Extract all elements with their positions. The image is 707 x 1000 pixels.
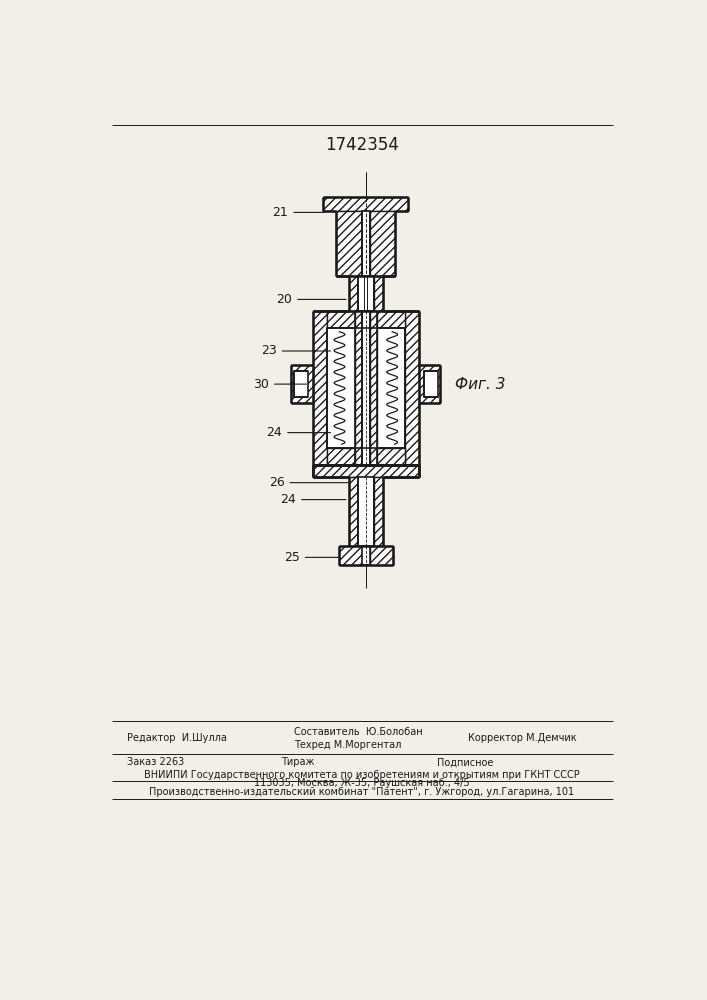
- Text: 23: 23: [261, 344, 330, 358]
- Text: Тираж: Тираж: [281, 757, 314, 767]
- Bar: [349, 276, 358, 311]
- Text: Техред М.Моргентал: Техред М.Моргентал: [293, 740, 401, 750]
- Text: 25: 25: [284, 551, 340, 564]
- Text: Подписное: Подписное: [437, 757, 493, 767]
- Bar: [323, 197, 409, 211]
- Bar: [291, 365, 313, 403]
- Text: 113035, Москва, Ж-35, Раушская наб., 4/5: 113035, Москва, Ж-35, Раушская наб., 4/5: [254, 778, 469, 788]
- Bar: [370, 311, 377, 465]
- Text: 24: 24: [280, 493, 346, 506]
- Bar: [370, 546, 393, 565]
- Text: Заказ 2263: Заказ 2263: [127, 757, 185, 767]
- Text: Составитель  Ю.Болобан: Составитель Ю.Болобан: [293, 727, 422, 737]
- Bar: [362, 546, 370, 565]
- Bar: [337, 211, 362, 276]
- Text: 1742354: 1742354: [325, 136, 399, 154]
- Text: Фиг. 3: Фиг. 3: [455, 377, 506, 392]
- Text: Корректор М.Демчик: Корректор М.Демчик: [468, 733, 577, 743]
- Bar: [419, 365, 440, 403]
- Bar: [313, 465, 419, 477]
- Bar: [404, 311, 419, 465]
- Bar: [358, 276, 373, 311]
- Bar: [373, 477, 383, 546]
- Bar: [370, 211, 395, 276]
- Bar: [424, 371, 438, 397]
- Text: 20: 20: [276, 293, 346, 306]
- Bar: [358, 477, 373, 546]
- Bar: [362, 311, 370, 465]
- Bar: [339, 546, 362, 565]
- Bar: [404, 465, 419, 477]
- Bar: [327, 465, 404, 477]
- Text: 24: 24: [267, 426, 330, 439]
- Text: 21: 21: [273, 206, 325, 219]
- Bar: [327, 311, 404, 328]
- Text: ВНИИПИ Государственного комитета по изобретениям и открытиям при ГКНТ СССР: ВНИИПИ Государственного комитета по изоб…: [144, 770, 580, 780]
- Bar: [313, 311, 327, 465]
- Bar: [327, 448, 404, 465]
- Text: Производственно-издательский комбинат "Патент", г. Ужгород, ул.Гагарина, 101: Производственно-издательский комбинат "П…: [149, 787, 575, 797]
- Text: Редактор  И.Шулла: Редактор И.Шулла: [127, 733, 227, 743]
- Text: 30: 30: [253, 378, 306, 391]
- Bar: [349, 477, 358, 546]
- Bar: [373, 276, 383, 311]
- Bar: [355, 311, 362, 465]
- Bar: [313, 465, 327, 477]
- Bar: [362, 211, 370, 276]
- Text: 26: 26: [269, 476, 350, 489]
- Bar: [327, 328, 404, 448]
- Bar: [293, 371, 308, 397]
